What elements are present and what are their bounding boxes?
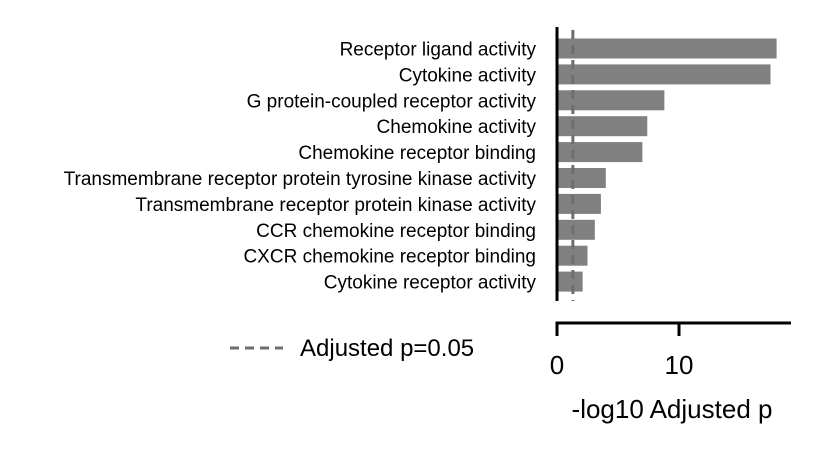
category-labels: Receptor ligand activity Cytokine activit…: [64, 40, 537, 294]
x-tick-label: 0: [550, 350, 564, 380]
category-label: Chemokine activity: [377, 117, 537, 138]
category-label: Cytokine receptor activity: [324, 273, 537, 294]
category-label: CCR chemokine receptor binding: [256, 221, 536, 242]
bar: [557, 219, 595, 240]
bar: [557, 271, 583, 292]
legend-label: Adjusted p=0.05: [300, 335, 474, 362]
category-label: G protein-coupled receptor activity: [247, 91, 537, 112]
category-label: Chemokine receptor binding: [298, 143, 536, 164]
x-axis-label: -log10 Adjusted p: [572, 394, 773, 424]
bars-group: [557, 38, 777, 292]
x-tick-label: 10: [665, 350, 694, 380]
bar: [557, 38, 777, 59]
category-label: Receptor ligand activity: [340, 40, 537, 61]
bar: [557, 116, 648, 137]
category-label: CXCR chemokine receptor binding: [243, 247, 536, 268]
bar: [557, 193, 601, 214]
bar: [557, 64, 771, 85]
bar: [557, 90, 665, 111]
bar: [557, 142, 643, 163]
x-ticks: 0 10: [550, 323, 694, 380]
category-label: Cytokine activity: [399, 65, 537, 86]
bar: [557, 168, 606, 188]
category-label: Transmembrane receptor protein kinase ac…: [135, 195, 536, 216]
category-label: Transmembrane receptor protein tyrosine …: [64, 169, 537, 190]
